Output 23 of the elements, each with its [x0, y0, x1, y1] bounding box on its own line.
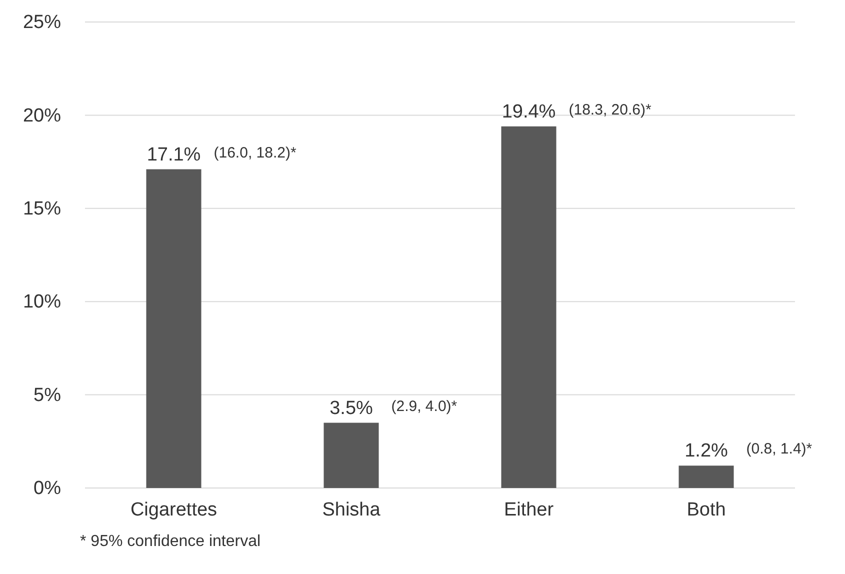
data-label: 1.2%: [684, 440, 728, 462]
data-label: 3.5%: [330, 398, 374, 419]
y-tick-label: 10%: [22, 292, 62, 313]
y-tick-label: 25%: [22, 12, 62, 34]
x-tick-label: Either: [504, 499, 554, 520]
data-label: 19.4%: [502, 101, 556, 122]
bar: [501, 126, 556, 488]
annotation: (2.9, 4.0)*: [391, 398, 458, 415]
data-label: 17.1%: [146, 144, 201, 166]
y-tick-label: 20%: [22, 105, 62, 126]
x-tick-label: Both: [686, 499, 726, 520]
x-tick-label: Cigarettes: [130, 499, 218, 520]
text: * 95% confidence interval: [80, 533, 261, 550]
y-tick-label: 15%: [22, 198, 62, 220]
x-tick-label: Shisha: [322, 499, 381, 520]
annotation: (18.3, 20.6)*: [568, 101, 652, 118]
y-tick-label: 5%: [34, 384, 62, 406]
bar: [146, 169, 202, 488]
y-tick-label: 0%: [34, 478, 62, 500]
annotation: (16.0, 18.2)*: [214, 144, 296, 162]
bar: [678, 466, 734, 488]
annotation: (0.8, 1.4)*: [746, 440, 812, 458]
bar: [324, 422, 379, 488]
